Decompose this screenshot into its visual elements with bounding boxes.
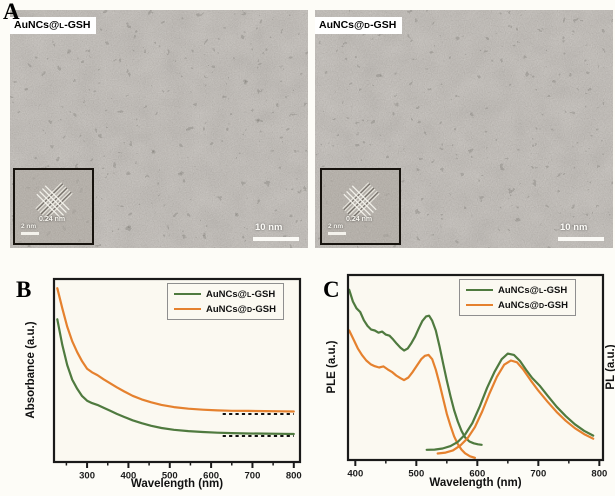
x-tick-label: 600 bbox=[203, 471, 219, 482]
series-PL bbox=[436, 359, 595, 455]
tem-title-box: AuNCs@L-GSH bbox=[10, 17, 97, 35]
legend-line-swatch bbox=[466, 288, 493, 292]
legend-line-swatch bbox=[174, 307, 201, 311]
tem-title: AuNCs@D-GSH bbox=[319, 19, 397, 31]
scalebar bbox=[558, 237, 604, 241]
left-y-axis-title: PLE (a.u.) bbox=[326, 340, 338, 394]
axis-frame bbox=[346, 273, 605, 462]
series-PL bbox=[425, 352, 595, 451]
x-tick-label: 800 bbox=[591, 469, 607, 480]
inset-scalebar-label: 2 nm bbox=[21, 223, 37, 230]
series-PLE bbox=[348, 288, 483, 446]
series-absorbance bbox=[56, 318, 295, 436]
x-axis-title: Wavelength (nm) bbox=[130, 478, 224, 490]
legend-line-swatch bbox=[174, 292, 201, 296]
series-absorbance bbox=[56, 287, 295, 413]
legend-line-swatch bbox=[466, 303, 493, 307]
x-tick-label: 400 bbox=[120, 471, 136, 482]
x-tick-label: 300 bbox=[79, 471, 95, 482]
legend-item: AuNCs@D-GSH bbox=[466, 298, 568, 312]
scalebar-label: 10 nm bbox=[560, 222, 588, 233]
hrtem-inset: 0.24 nm 2 nm bbox=[320, 168, 401, 245]
x-tick-label: 500 bbox=[408, 469, 424, 480]
panel-label-b: B bbox=[16, 277, 32, 302]
x-tick-label: 800 bbox=[286, 471, 302, 482]
legend-item: AuNCs@L-GSH bbox=[466, 283, 568, 297]
scalebar bbox=[253, 237, 299, 241]
y-axis-title: Absorbance (a.u.) bbox=[25, 321, 37, 419]
tem-title: AuNCs@L-GSH bbox=[14, 19, 91, 31]
series-PLE bbox=[348, 329, 476, 459]
axis-frame bbox=[52, 277, 302, 464]
lattice-fringe-graphic bbox=[322, 170, 399, 243]
panel-label-c: C bbox=[323, 277, 340, 302]
tem-title-box: AuNCs@D-GSH bbox=[315, 17, 403, 35]
x-tick-label: 400 bbox=[347, 469, 363, 480]
hrtem-inset: 0.24 nm 2 nm bbox=[13, 168, 94, 245]
panel-label-a: A bbox=[3, 0, 20, 24]
x-tick-label: 600 bbox=[469, 469, 485, 480]
legend-label: AuNCs@L-GSH bbox=[206, 288, 276, 300]
inset-scalebar bbox=[328, 232, 346, 235]
tem-image-l-gsh: AuNCs@L-GSH 0.24 bbox=[10, 10, 308, 248]
tem-image-d-gsh: AuNCs@D-GSH 0.24 bbox=[315, 10, 613, 248]
x-tick-label: 700 bbox=[530, 469, 546, 480]
legend-item: AuNCs@D-GSH bbox=[174, 302, 276, 316]
lattice-fringe-graphic bbox=[15, 170, 92, 243]
scalebar-label: 10 nm bbox=[255, 222, 283, 233]
ple-pl-chart: 400 500 600 700 800 PLE (a.u.) PL (a.u.) Wav… bbox=[318, 263, 615, 496]
legend-label: AuNCs@L-GSH bbox=[498, 284, 568, 296]
x-axis-title: Wavelength (nm) bbox=[429, 477, 522, 489]
right-y-axis-title: PL (a.u.) bbox=[605, 344, 615, 390]
legend-box: AuNCs@L-GSH AuNCs@D-GSH bbox=[167, 283, 284, 320]
inset-scalebar bbox=[21, 232, 39, 235]
d-spacing-label: 0.24 nm bbox=[39, 216, 66, 223]
legend-label: AuNCs@D-GSH bbox=[206, 303, 276, 315]
x-tick-label: 500 bbox=[162, 471, 178, 482]
x-tick-label: 700 bbox=[245, 471, 261, 482]
legend-box: AuNCs@L-GSH AuNCs@D-GSH bbox=[459, 279, 576, 316]
legend-label: AuNCs@D-GSH bbox=[498, 299, 568, 311]
inset-scalebar-label: 2 nm bbox=[328, 223, 344, 230]
d-spacing-label: 0.24 nm bbox=[346, 216, 373, 223]
absorbance-chart: 300 400 500 600 700 800 Absorbance (a.u.) Wav… bbox=[10, 268, 312, 496]
legend-item: AuNCs@L-GSH bbox=[174, 287, 276, 301]
